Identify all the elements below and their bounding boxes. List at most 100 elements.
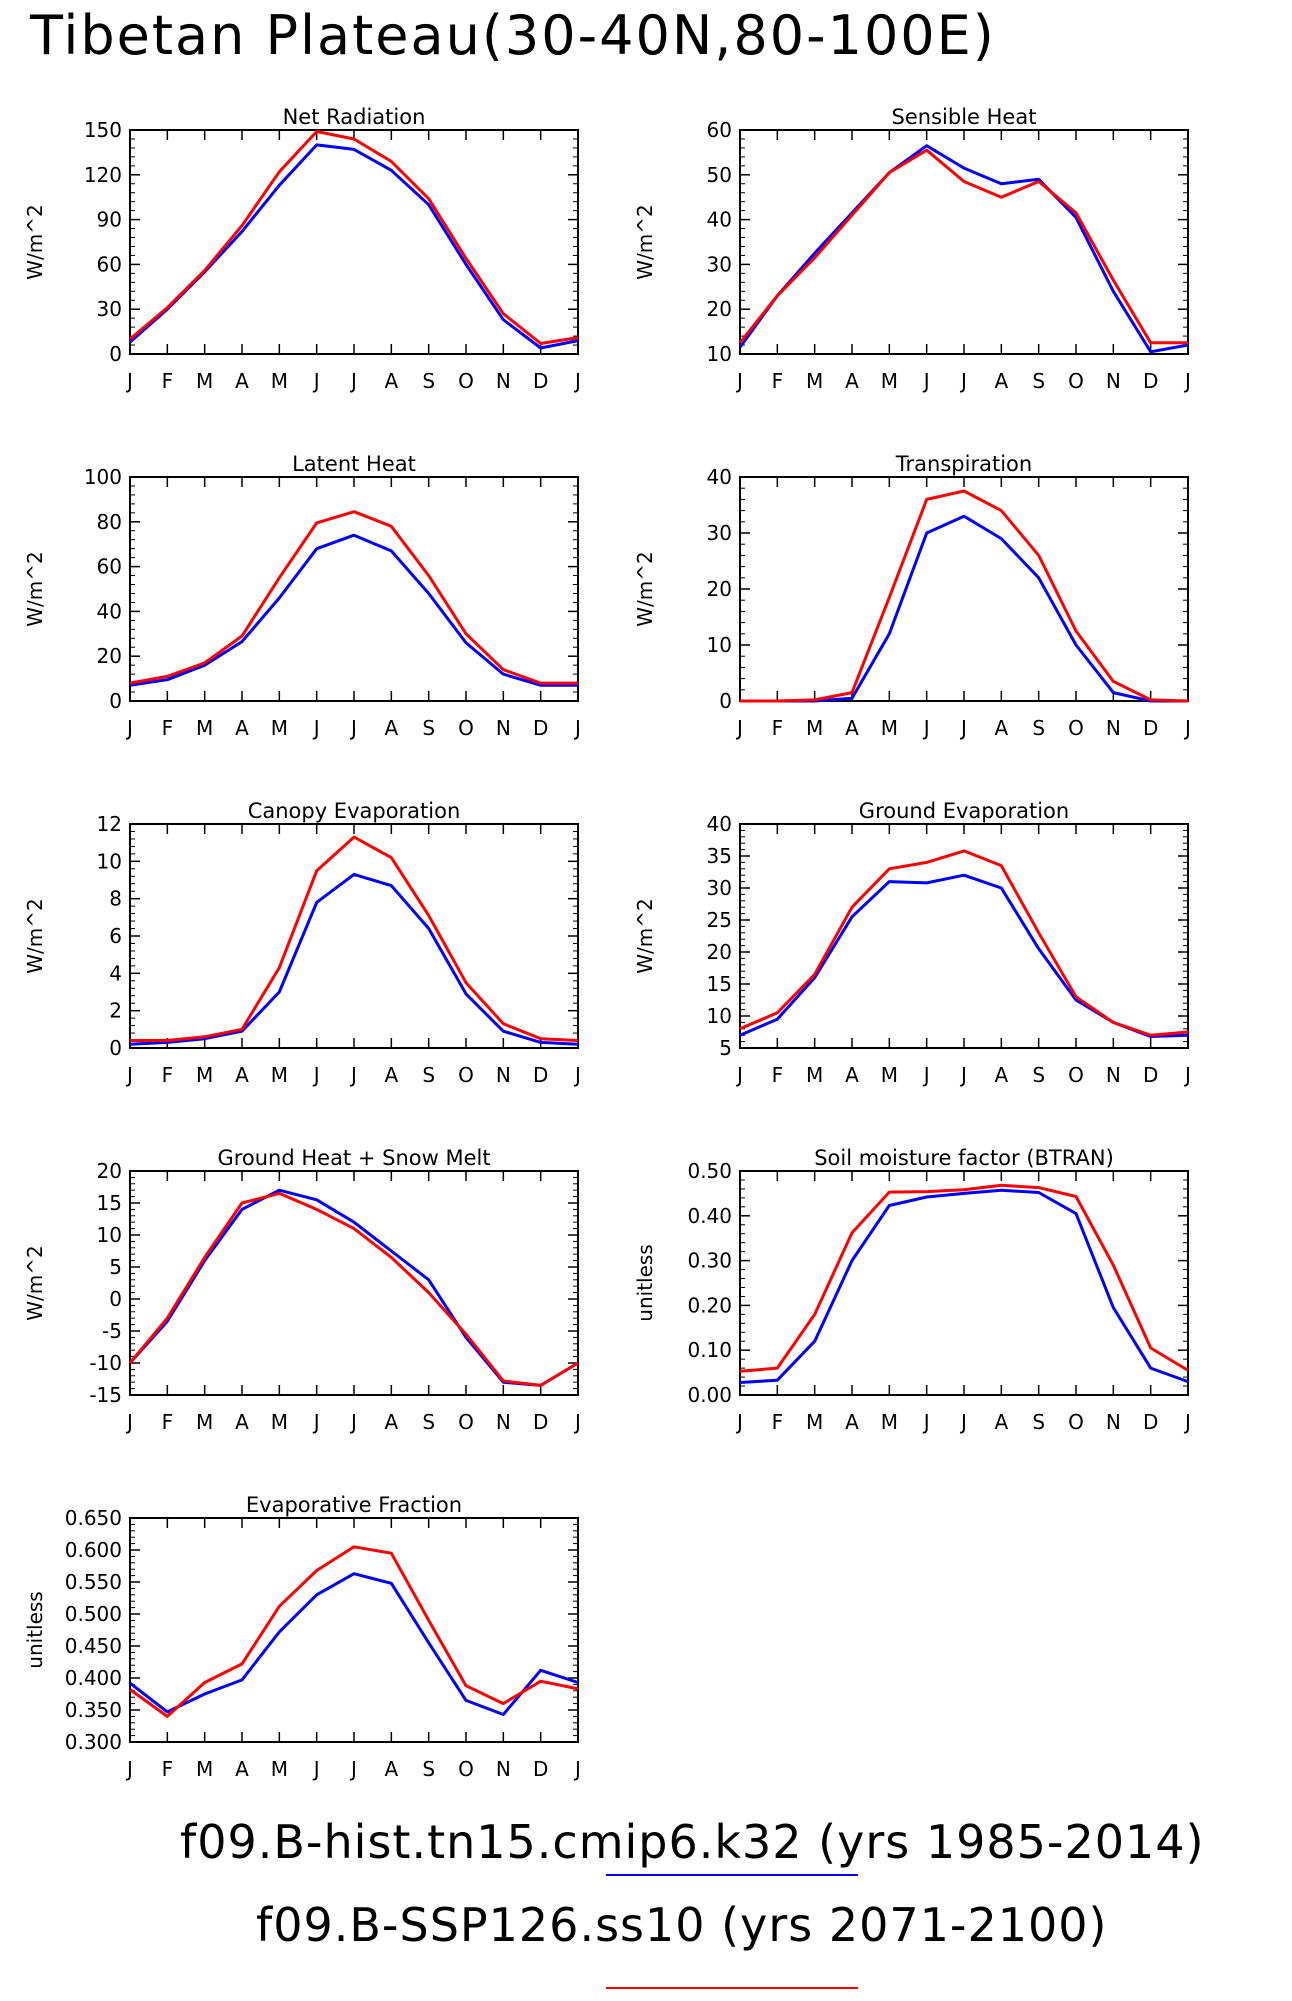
x-tick-label: S xyxy=(422,1063,435,1087)
plot-frame xyxy=(129,1517,579,1743)
x-tick-label: J xyxy=(125,1063,133,1087)
y-axis-label: W/m^2 xyxy=(633,898,657,973)
y-axis-label: W/m^2 xyxy=(23,898,47,973)
legend-line-hist xyxy=(606,1874,858,1876)
x-tick-label: F xyxy=(162,1063,174,1087)
x-tick-label: A xyxy=(845,1410,859,1434)
x-tick-label: N xyxy=(1106,369,1121,393)
y-tick-label: 4 xyxy=(109,961,122,985)
panel-title: Canopy Evaporation xyxy=(248,799,461,823)
x-tick-label: A xyxy=(994,1063,1008,1087)
x-tick-label: N xyxy=(1106,716,1121,740)
x-tick-label: J xyxy=(125,1757,133,1781)
x-tick-label: O xyxy=(458,1063,474,1087)
x-tick-label: J xyxy=(735,1410,743,1434)
series-line-ssp xyxy=(129,1545,579,1718)
series-line-ssp xyxy=(739,849,1189,1037)
x-tick-label: J xyxy=(349,716,357,740)
x-tick-label: J xyxy=(922,369,930,393)
x-tick-label: J xyxy=(125,716,133,740)
y-tick-label: 20 xyxy=(97,1159,122,1183)
y-tick-label: 20 xyxy=(707,577,732,601)
y-tick-label: 10 xyxy=(707,342,732,366)
x-tick-label: N xyxy=(1106,1410,1121,1434)
y-tick-label: 0.550 xyxy=(65,1570,122,1594)
legend-item-hist: f09.B-hist.tn15.cmip6.k32 (yrs 1985-2014… xyxy=(180,1815,1205,1869)
x-tick-label: O xyxy=(458,716,474,740)
x-tick-label: J xyxy=(312,1063,320,1087)
x-tick-label: A xyxy=(994,716,1008,740)
legend-item-ssp: f09.B-SSP126.ss10 (yrs 2071-2100) xyxy=(256,1898,1108,1952)
y-tick-label: 15 xyxy=(707,972,732,996)
x-tick-label: J xyxy=(125,369,133,393)
chart-panel-9: Evaporative Fraction unitless 0.300 0.350 0.… xyxy=(23,1493,581,1781)
x-tick-label: F xyxy=(162,369,174,393)
y-tick-label: 0 xyxy=(109,1036,122,1060)
x-tick-label: O xyxy=(1068,716,1084,740)
panel-title: Evaporative Fraction xyxy=(246,1493,462,1517)
x-tick-label: J xyxy=(959,369,967,393)
y-tick-label: 5 xyxy=(109,1255,122,1279)
panel-title: Latent Heat xyxy=(292,452,416,476)
x-tick-label: A xyxy=(235,369,249,393)
x-tick-label: J xyxy=(349,1410,357,1434)
x-tick-label: M xyxy=(271,1410,288,1434)
x-tick-label: M xyxy=(806,1410,823,1434)
y-tick-label: 2 xyxy=(109,999,122,1023)
y-axis-label: unitless xyxy=(23,1591,47,1668)
panel-title: Net Radiation xyxy=(283,105,426,129)
x-tick-label: F xyxy=(772,1063,784,1087)
y-tick-label: 0 xyxy=(719,689,732,713)
panel-title: Sensible Heat xyxy=(892,105,1037,129)
x-tick-label: J xyxy=(573,1757,581,1781)
x-tick-label: A xyxy=(845,716,859,740)
x-tick-label: J xyxy=(573,1410,581,1434)
x-tick-label: J xyxy=(312,1410,320,1434)
x-tick-label: A xyxy=(994,1410,1008,1434)
series-line-ssp xyxy=(738,148,1188,345)
x-tick-label: J xyxy=(312,1757,320,1781)
x-tick-label: M xyxy=(881,1063,898,1087)
chart-main-title: Tibetan Plateau(30-40N,80-100E) xyxy=(30,4,996,67)
y-tick-label: 0 xyxy=(109,689,122,713)
y-tick-label: 0.00 xyxy=(687,1383,732,1407)
y-tick-label: 0.500 xyxy=(65,1602,122,1626)
x-tick-label: J xyxy=(312,369,320,393)
x-tick-label: J xyxy=(1183,1410,1191,1434)
plot-frame xyxy=(739,129,1189,355)
y-tick-label: 12 xyxy=(97,812,122,836)
plot-frame xyxy=(739,476,1189,702)
x-tick-label: J xyxy=(959,716,967,740)
y-tick-label: 10 xyxy=(707,1004,732,1028)
x-tick-label: S xyxy=(1032,1410,1045,1434)
chart-panel-8: Soil moisture factor (BTRAN) unitless 0.00… xyxy=(633,1146,1191,1434)
x-tick-label: O xyxy=(1068,369,1084,393)
x-tick-label: A xyxy=(845,1063,859,1087)
x-tick-label: D xyxy=(533,1410,548,1434)
x-tick-label: J xyxy=(573,716,581,740)
y-tick-label: 0.50 xyxy=(687,1159,732,1183)
x-tick-label: F xyxy=(772,1410,784,1434)
y-tick-label: 6 xyxy=(109,924,122,948)
y-tick-label: 30 xyxy=(97,297,122,321)
x-tick-label: A xyxy=(235,716,249,740)
y-tick-label: 50 xyxy=(707,163,732,187)
y-tick-label: 40 xyxy=(97,599,122,623)
x-tick-label: F xyxy=(162,1410,174,1434)
series-line-ssp xyxy=(129,510,578,685)
y-axis-label: W/m^2 xyxy=(23,204,47,279)
x-tick-label: D xyxy=(1143,369,1158,393)
x-tick-label: M xyxy=(881,716,898,740)
x-tick-label: M xyxy=(271,1063,288,1087)
y-tick-label: -5 xyxy=(102,1319,122,1343)
x-tick-label: A xyxy=(235,1410,249,1434)
y-axis-label: W/m^2 xyxy=(23,551,47,626)
y-tick-label: -10 xyxy=(89,1351,122,1375)
y-tick-label: 100 xyxy=(84,465,122,489)
y-tick-label: 60 xyxy=(707,118,732,142)
series-line-ssp xyxy=(130,835,579,1042)
